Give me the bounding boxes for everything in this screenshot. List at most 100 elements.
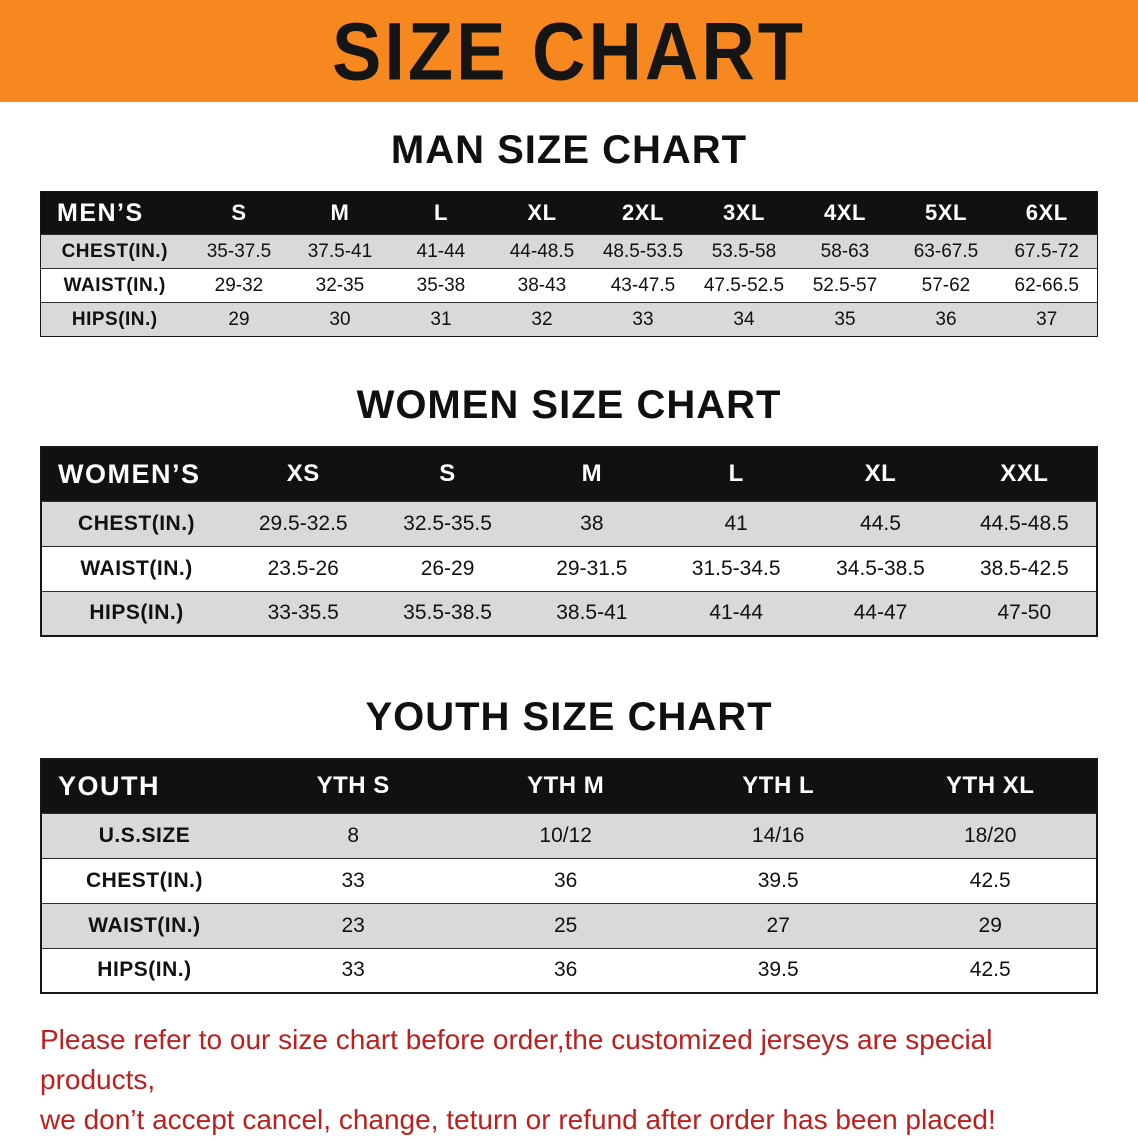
value-cell: 8 — [247, 813, 460, 858]
value-cell: 44-48.5 — [491, 235, 592, 269]
value-cell: 30 — [289, 303, 390, 337]
value-cell: 35-38 — [390, 269, 491, 303]
value-cell: 42.5 — [884, 948, 1097, 993]
row-label-cell: HIPS(IN.) — [41, 303, 189, 337]
value-cell: 41-44 — [390, 235, 491, 269]
value-cell: 47-50 — [953, 591, 1097, 636]
value-cell: 53.5-58 — [693, 235, 794, 269]
row-label-cell: HIPS(IN.) — [41, 591, 231, 636]
size-header-cell: L — [664, 447, 808, 501]
value-cell: 44.5-48.5 — [953, 501, 1097, 546]
value-cell: 58-63 — [794, 235, 895, 269]
row-label-cell: WAIST(IN.) — [41, 269, 189, 303]
value-cell: 43-47.5 — [592, 269, 693, 303]
size-header-cell: 4XL — [794, 192, 895, 235]
size-header-cell: YTH XL — [884, 759, 1097, 813]
value-cell: 34 — [693, 303, 794, 337]
value-cell: 44.5 — [808, 501, 952, 546]
value-cell: 32-35 — [289, 269, 390, 303]
size-header-cell: XS — [231, 447, 375, 501]
value-cell: 36 — [459, 858, 672, 903]
table-title-cell: YOUTH — [41, 759, 247, 813]
value-cell: 57-62 — [895, 269, 996, 303]
size-header-cell: 3XL — [693, 192, 794, 235]
size-header-cell: M — [520, 447, 664, 501]
banner: SIZE CHART — [0, 0, 1138, 102]
value-cell: 33 — [247, 858, 460, 903]
value-cell: 35 — [794, 303, 895, 337]
value-cell: 14/16 — [672, 813, 885, 858]
size-header-cell: S — [188, 192, 289, 235]
row-label-cell: HIPS(IN.) — [41, 948, 247, 993]
row-label-cell: U.S.SIZE — [41, 813, 247, 858]
value-cell: 26-29 — [375, 546, 519, 591]
value-cell: 27 — [672, 903, 885, 948]
row-label-cell: CHEST(IN.) — [41, 235, 189, 269]
value-cell: 35-37.5 — [188, 235, 289, 269]
value-cell: 39.5 — [672, 948, 885, 993]
value-cell: 18/20 — [884, 813, 1097, 858]
value-cell: 38.5-41 — [520, 591, 664, 636]
value-cell: 31.5-34.5 — [664, 546, 808, 591]
value-cell: 36 — [459, 948, 672, 993]
value-cell: 37.5-41 — [289, 235, 390, 269]
row-label-cell: WAIST(IN.) — [41, 903, 247, 948]
size-header-cell: XL — [808, 447, 952, 501]
row-label-cell: CHEST(IN.) — [41, 858, 247, 903]
value-cell: 34.5-38.5 — [808, 546, 952, 591]
value-cell: 29-31.5 — [520, 546, 664, 591]
value-cell: 29 — [884, 903, 1097, 948]
value-cell: 39.5 — [672, 858, 885, 903]
value-cell: 41-44 — [664, 591, 808, 636]
value-cell: 36 — [895, 303, 996, 337]
value-cell: 33-35.5 — [231, 591, 375, 636]
value-cell: 29-32 — [188, 269, 289, 303]
value-cell: 10/12 — [459, 813, 672, 858]
table-title-cell: MEN’S — [41, 192, 189, 235]
value-cell: 42.5 — [884, 858, 1097, 903]
row-label-cell: CHEST(IN.) — [41, 501, 231, 546]
value-cell: 25 — [459, 903, 672, 948]
section-heading: YOUTH SIZE CHART — [40, 695, 1098, 740]
value-cell: 33 — [592, 303, 693, 337]
value-cell: 37 — [996, 303, 1097, 337]
value-cell: 41 — [664, 501, 808, 546]
value-cell: 29.5-32.5 — [231, 501, 375, 546]
size-header-cell: L — [390, 192, 491, 235]
value-cell: 23 — [247, 903, 460, 948]
disclaimer: Please refer to our size chart before or… — [40, 1020, 1100, 1139]
value-cell: 32 — [491, 303, 592, 337]
disclaimer-line-1: Please refer to our size chart before or… — [40, 1020, 1100, 1100]
size-header-cell: YTH L — [672, 759, 885, 813]
value-cell: 29 — [188, 303, 289, 337]
value-cell: 62-66.5 — [996, 269, 1097, 303]
row-label-cell: WAIST(IN.) — [41, 546, 231, 591]
value-cell: 35.5-38.5 — [375, 591, 519, 636]
value-cell: 38 — [520, 501, 664, 546]
section-heading: MAN SIZE CHART — [40, 128, 1098, 173]
disclaimer-line-2: we don’t accept cancel, change, teturn o… — [40, 1100, 1100, 1139]
table-title-cell: WOMEN’S — [41, 447, 231, 501]
value-cell: 67.5-72 — [996, 235, 1097, 269]
page-title: SIZE CHART — [332, 4, 806, 98]
value-cell: 31 — [390, 303, 491, 337]
